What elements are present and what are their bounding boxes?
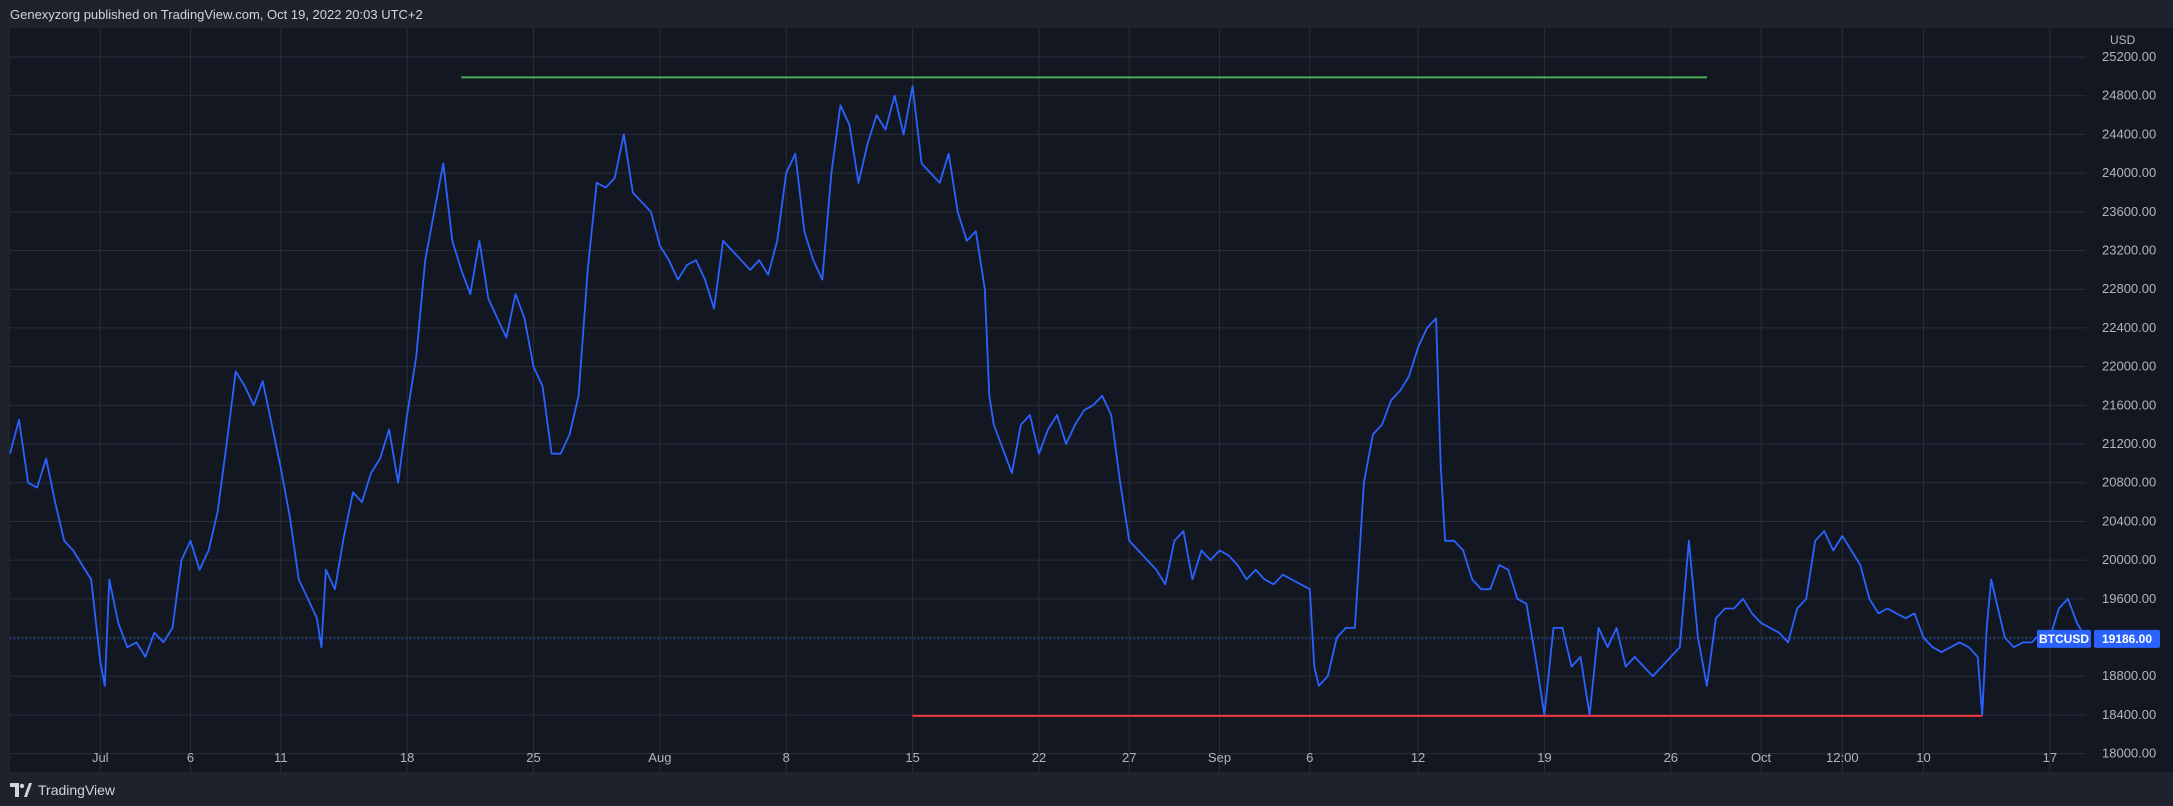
grid-lines bbox=[10, 28, 2086, 773]
price-axis-unit: USD bbox=[2110, 33, 2136, 47]
price-badges: BTCUSD 19186.00 bbox=[2037, 629, 2160, 648]
time-tick-label: 22 bbox=[1032, 750, 1046, 765]
price-tick-label: 18000.00 bbox=[2102, 746, 2156, 761]
time-tick-label: 15 bbox=[905, 750, 919, 765]
price-tick-label: 21600.00 bbox=[2102, 397, 2156, 412]
time-tick-label: 10 bbox=[1916, 750, 1930, 765]
btcusd-series[interactable] bbox=[9, 85, 2087, 716]
time-tick-label: Aug bbox=[648, 750, 671, 765]
price-tick-label: 24000.00 bbox=[2102, 165, 2156, 180]
price-tick-label: 23200.00 bbox=[2102, 243, 2156, 258]
price-tick-label: 22800.00 bbox=[2102, 281, 2156, 296]
price-tick-label: 21200.00 bbox=[2102, 436, 2156, 451]
time-tick-label: 6 bbox=[1306, 750, 1313, 765]
trendline-drawings[interactable] bbox=[461, 76, 1983, 717]
time-tick-label: 26 bbox=[1664, 750, 1678, 765]
price-tick-label: 20800.00 bbox=[2102, 475, 2156, 490]
price-tick-label: 18400.00 bbox=[2102, 707, 2156, 722]
time-tick-label: 8 bbox=[783, 750, 790, 765]
time-tick-label: 12:00 bbox=[1826, 750, 1859, 765]
time-tick-label: Sep bbox=[1208, 750, 1231, 765]
time-axis-ticks: Jul 6 11 18 25 Aug 8 15 22 27 Sep 6 12 19 26 Oct 12:00 10… bbox=[92, 750, 2057, 765]
price-tick-label: 22400.00 bbox=[2102, 320, 2156, 335]
price-axis-area[interactable] bbox=[2086, 28, 2173, 773]
time-tick-label: 25 bbox=[526, 750, 540, 765]
price-tick-label: 22000.00 bbox=[2102, 359, 2156, 374]
time-tick-label: 11 bbox=[274, 750, 288, 765]
publish-header: Genexyzorg published on TradingView.com,… bbox=[0, 0, 2173, 28]
time-tick-label: 6 bbox=[187, 750, 194, 765]
tradingview-brand[interactable]: TradingView bbox=[10, 782, 115, 798]
time-tick-label: 12 bbox=[1411, 750, 1425, 765]
price-tick-label: 20000.00 bbox=[2102, 552, 2156, 567]
last-price-badge-label: 19186.00 bbox=[2102, 632, 2152, 646]
price-tick-label: 24800.00 bbox=[2102, 88, 2156, 103]
symbol-badge bbox=[2037, 629, 2091, 648]
time-tick-label: Jul bbox=[92, 750, 109, 765]
time-tick-label: 17 bbox=[2043, 750, 2057, 765]
price-tick-label: 19600.00 bbox=[2102, 591, 2156, 606]
symbol-badge-label: BTCUSD bbox=[2039, 632, 2089, 646]
price-axis-ticks: 18000.0018400.0018800.0019200.0019600.00… bbox=[2102, 49, 2156, 761]
time-tick-label: 18 bbox=[400, 750, 414, 765]
plot-area bbox=[10, 28, 2086, 773]
tradingview-logo-icon bbox=[10, 783, 32, 797]
price-tick-label: 25200.00 bbox=[2102, 49, 2156, 64]
price-tick-label: 18800.00 bbox=[2102, 668, 2156, 683]
publisher-attribution: Genexyzorg published on TradingView.com,… bbox=[10, 7, 423, 22]
time-tick-label: Oct bbox=[1751, 750, 1772, 765]
time-tick-label: 19 bbox=[1537, 750, 1551, 765]
price-tick-label: 23600.00 bbox=[2102, 204, 2156, 219]
price-chart[interactable]: 18000.0018400.0018800.0019200.0019600.00… bbox=[0, 0, 2173, 774]
price-tick-label: 20400.00 bbox=[2102, 513, 2156, 528]
price-tick-label: 24400.00 bbox=[2102, 126, 2156, 141]
tradingview-footer: TradingView bbox=[0, 774, 2173, 806]
time-tick-label: 27 bbox=[1122, 750, 1136, 765]
price-line[interactable] bbox=[9, 85, 2087, 716]
last-price-badge bbox=[2094, 629, 2160, 648]
tradingview-brand-label: TradingView bbox=[38, 782, 116, 798]
